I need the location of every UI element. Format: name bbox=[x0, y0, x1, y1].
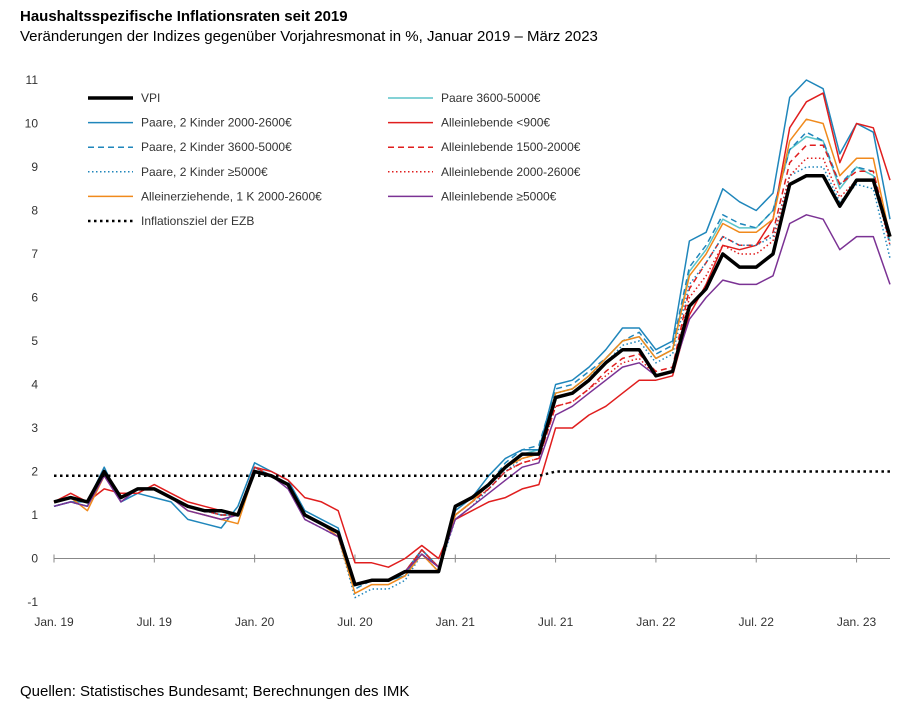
series-line bbox=[53, 214, 891, 586]
x-tick-label: Jan. 19 bbox=[34, 615, 74, 629]
y-tick-label: -1 bbox=[27, 595, 38, 609]
legend-label: Alleinerziehende, 1 K 2000-2600€ bbox=[141, 189, 322, 203]
plot-lines bbox=[53, 79, 892, 599]
series-line bbox=[53, 173, 892, 587]
source-note: Quellen: Statistisches Bundesamt; Berech… bbox=[20, 683, 410, 700]
legend-label: Inflationsziel der EZB bbox=[141, 214, 254, 228]
legend-label: Paare, 2 Kinder 3600-5000€ bbox=[141, 140, 292, 154]
y-tick-label: 7 bbox=[31, 247, 38, 261]
y-tick-label: 0 bbox=[31, 552, 38, 566]
y-tick-label: 5 bbox=[31, 334, 38, 348]
chart-subtitle: Veränderungen der Indizes gegenüber Vorj… bbox=[20, 28, 598, 45]
series-line bbox=[53, 135, 891, 586]
x-tick-label: Jul. 19 bbox=[137, 615, 173, 629]
legend-label: Alleinlebende ≥5000€ bbox=[441, 189, 557, 203]
legend-label: Paare, 2 Kinder 2000-2600€ bbox=[141, 116, 292, 130]
legend-label: Paare, 2 Kinder ≥5000€ bbox=[141, 165, 268, 179]
chart-title: Haushaltsspezifische Inflationsraten sei… bbox=[20, 8, 348, 25]
x-tick-label: Jan. 20 bbox=[235, 615, 275, 629]
series-line bbox=[53, 79, 891, 586]
y-tick-label: 4 bbox=[31, 378, 38, 392]
x-tick-label: Jan. 22 bbox=[636, 615, 676, 629]
legend-label: Alleinlebende 2000-2600€ bbox=[441, 165, 581, 179]
x-tick-label: Jul. 20 bbox=[337, 615, 373, 629]
legend-label: Paare 3600-5000€ bbox=[441, 91, 541, 105]
y-tick-label: 10 bbox=[25, 117, 39, 131]
series-line bbox=[54, 470, 890, 478]
series-line bbox=[53, 144, 891, 586]
x-axis: Jan. 19 Jul. 19 Jan. 20 Jul. 20 Jan. 21 Jul. … bbox=[34, 554, 890, 629]
y-tick-label: 2 bbox=[31, 465, 38, 479]
y-tick-label: 3 bbox=[31, 421, 38, 435]
y-axis: -1 0 1 2 3 4 5 6 7 8 9 10 11 bbox=[25, 73, 39, 609]
y-tick-label: 11 bbox=[26, 73, 39, 87]
x-tick-label: Jan. 21 bbox=[436, 615, 476, 629]
legend-label: Alleinlebende 1500-2000€ bbox=[441, 140, 581, 154]
x-tick-label: Jul. 22 bbox=[739, 615, 775, 629]
legend: VPI Paare, 2 Kinder 2000-2600€ Paare, 2 Ki… bbox=[88, 91, 581, 228]
legend-label: VPI bbox=[141, 91, 160, 105]
line-chart: -1 0 1 2 3 4 5 6 7 8 9 10 11 Jan. 19 Jul. 19 Jan. 20 Ju… bbox=[25, 73, 892, 629]
series-line bbox=[53, 92, 891, 568]
y-tick-label: 9 bbox=[31, 160, 38, 174]
legend-label: Alleinlebende <900€ bbox=[441, 116, 550, 130]
x-tick-label: Jul. 21 bbox=[538, 615, 574, 629]
y-tick-label: 1 bbox=[31, 508, 38, 522]
x-tick-label: Jan. 23 bbox=[837, 615, 877, 629]
y-tick-label: 8 bbox=[31, 204, 38, 218]
y-tick-label: 6 bbox=[31, 291, 38, 305]
